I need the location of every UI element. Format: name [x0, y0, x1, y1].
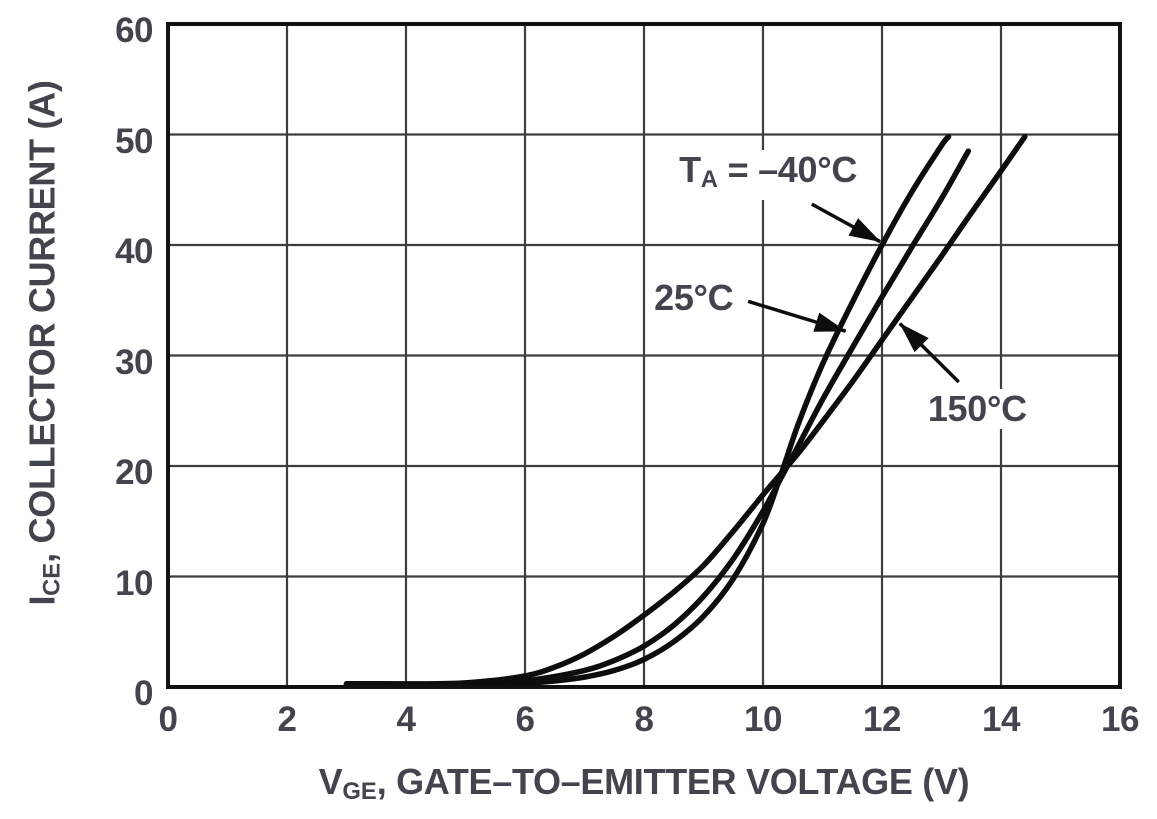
x-axis-title-text: , GATE–TO–EMITTER VOLTAGE (V)	[376, 761, 970, 802]
x-tick-label: 16	[1101, 700, 1139, 739]
y-axis-symbol-subscript: CE	[38, 562, 66, 596]
annotation-arrows	[747, 202, 960, 384]
x-tick-label: 10	[744, 700, 782, 739]
x-tick-label: 0	[158, 700, 178, 739]
x-tick-label: 8	[634, 700, 654, 739]
annotation-label-150c: 150°C	[922, 388, 1032, 429]
x-tick-label: 12	[863, 700, 901, 739]
y-tick-label: 40	[115, 232, 153, 271]
annotation-ta-symbol: T	[679, 148, 701, 190]
annotation-ta-value: = –40°C	[717, 148, 858, 190]
x-tick-label: 2	[277, 700, 297, 739]
data-curves	[343, 133, 1028, 688]
gridlines	[168, 24, 1120, 687]
y-tick-label: 0	[134, 674, 153, 713]
plot-border	[166, 22, 1122, 689]
x-axis-title: VGE, GATE–TO–EMITTER VOLTAGE (V)	[319, 761, 970, 806]
x-tick-label: 14	[982, 700, 1020, 739]
x-axis-symbol-subscript: GE	[342, 778, 377, 806]
curve-25-c	[343, 148, 972, 688]
annotation-label-25c: 25°C	[649, 278, 739, 319]
annotation-label-ta-minus40: TA = –40°C	[674, 148, 863, 201]
y-tick-label: 60	[115, 11, 153, 50]
y-axis-symbol: I	[21, 595, 63, 606]
y-tick-label: 20	[115, 453, 153, 492]
arrow-ta-minus40	[810, 202, 882, 244]
arrow-t-25	[747, 299, 847, 333]
y-tick-label: 50	[115, 121, 153, 161]
curve-150-c	[343, 133, 1028, 687]
x-tick-label: 6	[515, 700, 535, 739]
annotation-ta-subscript: A	[700, 166, 718, 194]
y-axis-title: ICE, COLLECTOR CURRENT (A)	[21, 80, 66, 605]
y-tick-label: 30	[115, 342, 153, 382]
y-tick-label: 10	[115, 563, 153, 603]
x-tick-label: 4	[396, 700, 416, 739]
curve-ta-40-c	[343, 133, 952, 687]
y-axis-title-text: , COLLECTOR CURRENT (A)	[21, 80, 63, 563]
arrow-t-150	[898, 322, 960, 384]
x-axis-symbol: V	[318, 761, 343, 802]
